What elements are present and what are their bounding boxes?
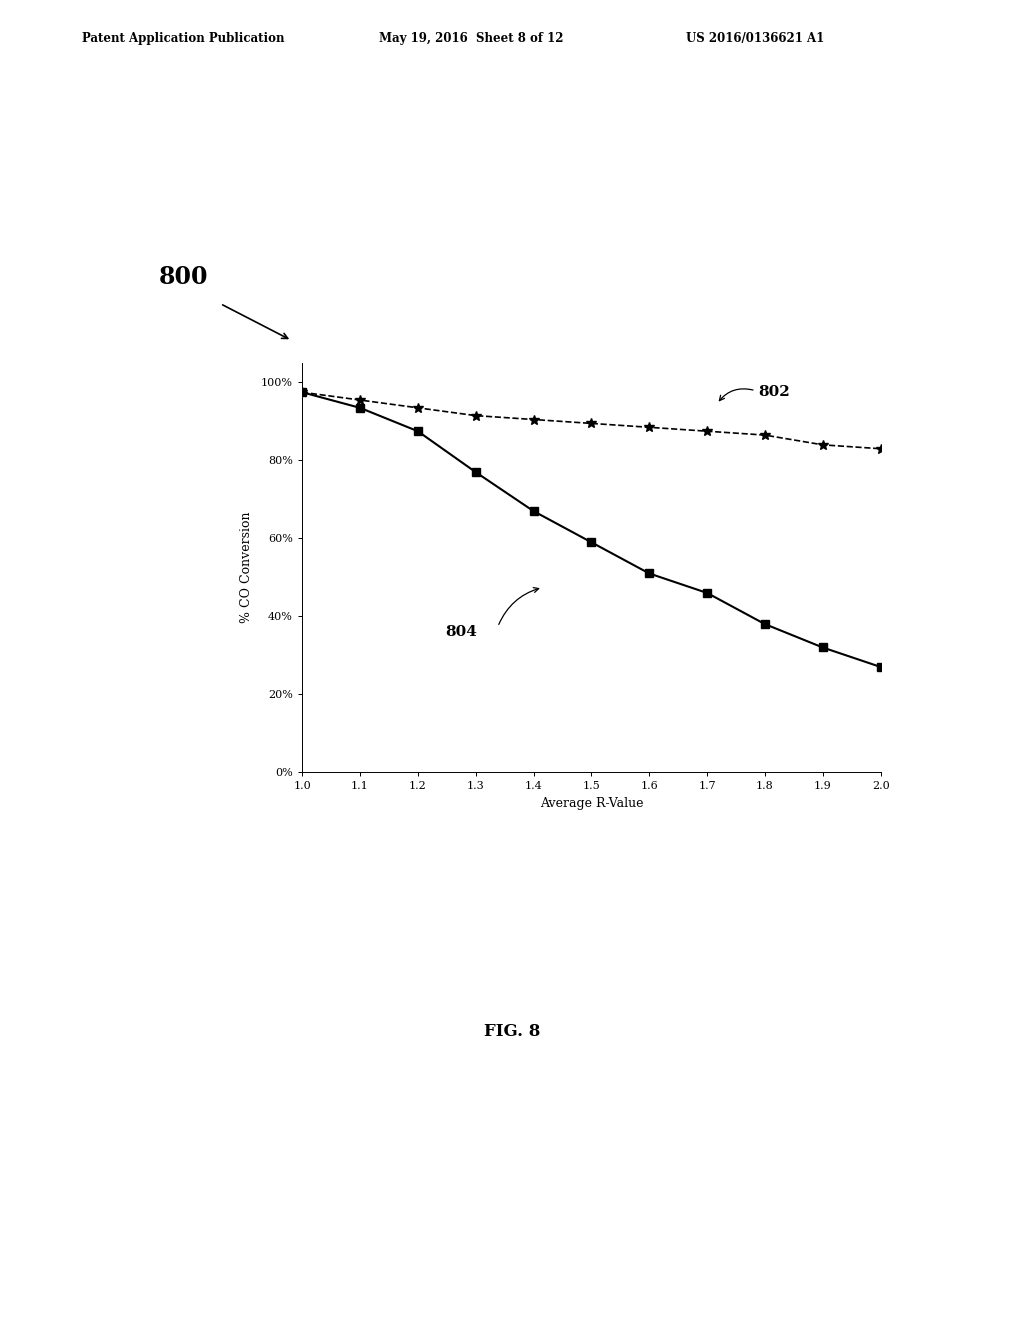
Y-axis label: % CO Conversion: % CO Conversion bbox=[240, 512, 253, 623]
Text: US 2016/0136621 A1: US 2016/0136621 A1 bbox=[686, 32, 824, 45]
Text: May 19, 2016  Sheet 8 of 12: May 19, 2016 Sheet 8 of 12 bbox=[379, 32, 563, 45]
Text: 804: 804 bbox=[445, 626, 477, 639]
X-axis label: Average R-Value: Average R-Value bbox=[540, 797, 643, 809]
Text: FIG. 8: FIG. 8 bbox=[483, 1023, 541, 1040]
Text: Patent Application Publication: Patent Application Publication bbox=[82, 32, 285, 45]
Text: 800: 800 bbox=[159, 265, 208, 289]
Text: 802: 802 bbox=[758, 385, 790, 399]
